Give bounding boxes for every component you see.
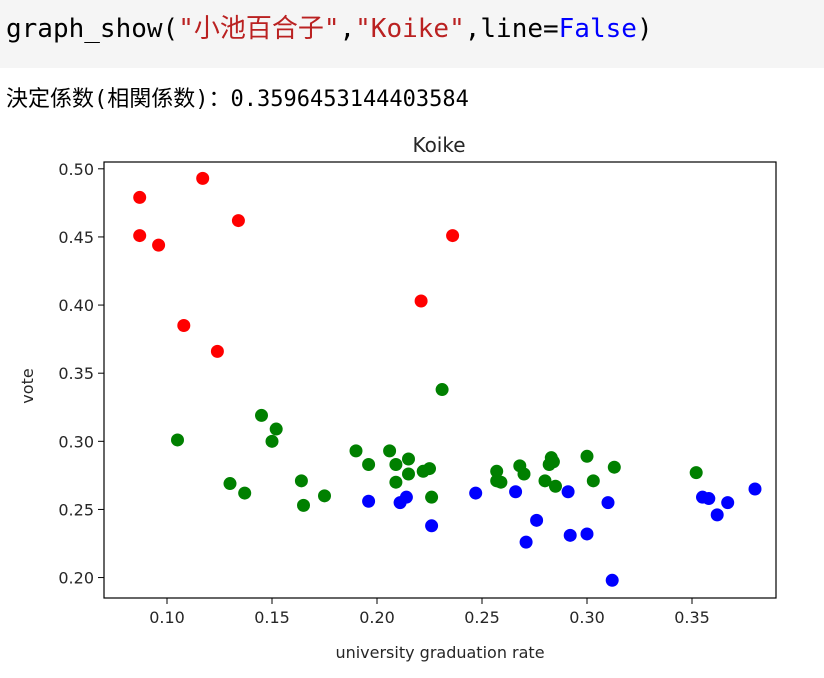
green-data-point xyxy=(255,408,268,422)
y-tick-label: 0.20 xyxy=(58,569,94,588)
green-data-point xyxy=(402,467,415,481)
red-data-point xyxy=(446,229,460,243)
chart-title: Koike xyxy=(412,133,465,157)
blue-data-point xyxy=(425,519,439,533)
green-data-point xyxy=(580,449,594,463)
x-tick-label: 0.10 xyxy=(149,608,185,627)
blue-data-point xyxy=(469,486,483,500)
output-text: 決定係数(相関係数)：0.3596453144403584 xyxy=(6,87,469,112)
plot-frame xyxy=(103,161,777,599)
green-data-point xyxy=(689,466,703,480)
green-data-point xyxy=(549,479,562,493)
green-data-point xyxy=(538,474,552,488)
blue-data-point xyxy=(601,496,615,510)
code-string-arg-name: "小池百合子" xyxy=(178,14,340,44)
y-tick-label: 0.50 xyxy=(58,160,94,179)
blue-data-point xyxy=(580,527,594,541)
y-tick-label: 0.35 xyxy=(58,364,94,383)
red-data-point xyxy=(210,344,224,358)
green-data-point xyxy=(517,467,531,481)
green-data-point xyxy=(423,462,436,476)
green-data-point xyxy=(223,477,237,491)
blue-data-point xyxy=(519,535,533,549)
y-tick-label: 0.40 xyxy=(58,296,94,315)
green-data-point xyxy=(265,434,279,448)
green-data-point xyxy=(171,433,184,447)
green-data-point xyxy=(425,490,439,504)
red-data-point xyxy=(152,238,166,252)
green-data-point xyxy=(383,444,397,458)
code-line[interactable]: graph_show("小池百合子","Koike",line=False) xyxy=(6,12,653,46)
code-comma: , xyxy=(339,14,356,44)
scatter-plot: Koike 0.10 0.15 0.20 0.25 0.30 0.35 0.200.250… xyxy=(18,133,777,662)
green-data-point xyxy=(490,464,504,478)
blue-data-point xyxy=(563,528,577,542)
red-data-point xyxy=(231,214,245,228)
blue-data-point xyxy=(605,573,619,587)
code-function-call: graph_show( xyxy=(6,14,179,44)
red-data-point xyxy=(133,229,147,243)
plot-area xyxy=(133,171,762,587)
red-data-point xyxy=(196,171,210,185)
blue-data-point xyxy=(362,494,376,508)
green-data-point xyxy=(402,452,415,466)
x-tick-label: 0.35 xyxy=(674,608,710,627)
code-keyword-false: False xyxy=(558,14,637,44)
blue-data-point xyxy=(509,485,523,499)
green-data-point xyxy=(435,383,449,397)
green-data-point xyxy=(389,457,403,471)
blue-data-point xyxy=(399,490,413,504)
green-data-point xyxy=(238,486,252,500)
green-data-point xyxy=(607,460,621,474)
code-cell[interactable]: graph_show("小池百合子","Koike",line=False) xyxy=(0,0,824,68)
green-data-point xyxy=(389,475,403,489)
x-axis-label: university graduation rate xyxy=(335,643,544,662)
x-tick-label: 0.20 xyxy=(359,608,395,627)
green-data-point xyxy=(297,498,310,512)
x-tick-label: 0.25 xyxy=(464,608,500,627)
green-data-point xyxy=(294,474,308,488)
y-tick-label: 0.30 xyxy=(58,432,94,451)
code-close-paren: ) xyxy=(636,14,653,44)
x-axis: 0.10 0.15 0.20 0.25 0.30 0.35 xyxy=(149,598,710,627)
green-data-point xyxy=(362,457,376,471)
x-tick-label: 0.30 xyxy=(569,608,605,627)
x-tick-label: 0.15 xyxy=(254,608,290,627)
green-data-point xyxy=(318,489,331,503)
green-data-point xyxy=(546,455,560,469)
red-data-point xyxy=(133,190,147,204)
y-axis: 0.20 0.25 0.30 0.35 0.40 0.45 0.50 xyxy=(58,160,104,588)
green-data-point xyxy=(349,444,363,458)
red-data-point xyxy=(177,319,191,332)
y-axis-label: vote xyxy=(18,368,37,403)
y-tick-label: 0.45 xyxy=(58,228,94,247)
code-string-arg-title: "Koike" xyxy=(355,14,465,44)
green-data-point xyxy=(586,474,600,488)
y-tick-label: 0.25 xyxy=(58,500,94,519)
green-data-point xyxy=(269,422,283,436)
code-kwarg: ,line= xyxy=(464,14,559,44)
blue-data-point xyxy=(710,508,724,522)
red-data-point xyxy=(414,294,428,308)
blue-data-point xyxy=(721,496,735,510)
blue-data-point xyxy=(702,492,716,506)
green-data-point xyxy=(494,475,508,489)
blue-data-point xyxy=(530,513,544,527)
blue-data-point xyxy=(748,482,762,496)
blue-data-point xyxy=(561,485,575,499)
